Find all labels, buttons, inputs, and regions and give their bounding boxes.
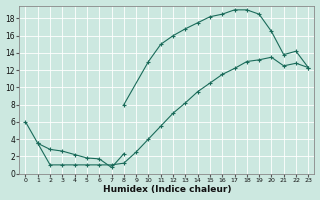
X-axis label: Humidex (Indice chaleur): Humidex (Indice chaleur)	[103, 185, 231, 194]
